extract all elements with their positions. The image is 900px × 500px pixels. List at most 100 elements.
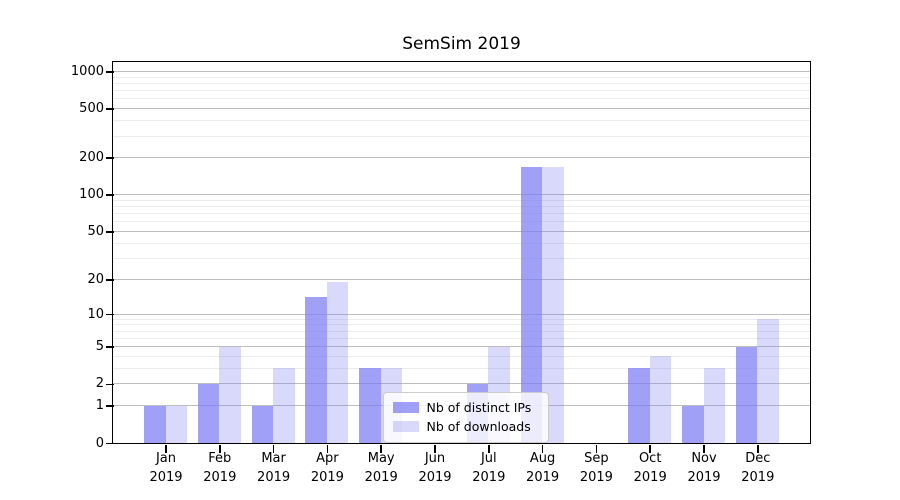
major-gridline — [113, 108, 810, 110]
y-tick-label: 100 — [79, 187, 104, 203]
y-tick-label: 0 — [95, 435, 104, 451]
y-tick-mark — [105, 231, 114, 233]
minor-gridline — [113, 330, 810, 332]
x-tick-label: Dec 2019 — [741, 451, 775, 485]
bar-feb-downloads — [219, 346, 241, 443]
legend-item-downloads: Nb of downloads — [392, 417, 539, 437]
x-tick-label: Nov 2019 — [687, 451, 721, 485]
bar-nov-ips — [682, 405, 704, 443]
minor-gridline — [113, 367, 810, 369]
x-tick-label: Jul 2019 — [472, 451, 506, 485]
minor-gridline — [113, 221, 810, 223]
y-tick-mark — [105, 383, 114, 386]
y-tick-mark — [105, 313, 114, 316]
y-tick-mark — [105, 71, 114, 73]
legend-label-distinct-ips: Nb of distinct IPs — [426, 399, 532, 415]
bar-feb-ips — [197, 383, 220, 443]
x-tick-label: Feb 2019 — [203, 451, 237, 485]
bar-jan-ips — [144, 405, 166, 443]
legend-item-distinct-ips: Nb of distinct IPs — [392, 398, 539, 418]
bar-aug-ips — [520, 166, 543, 443]
minor-gridline — [113, 135, 810, 137]
minor-gridline — [113, 213, 810, 215]
minor-gridline — [113, 206, 810, 208]
minor-gridline — [113, 324, 810, 326]
x-tick-mark — [703, 444, 705, 453]
y-tick-label: 1 — [95, 398, 104, 414]
x-tick-label: Oct 2019 — [633, 451, 667, 485]
x-tick-mark — [649, 444, 652, 453]
bar-dec-downloads — [757, 319, 779, 443]
legend: Nb of distinct IPs Nb of downloads — [382, 391, 549, 443]
minor-gridline — [113, 120, 810, 122]
major-gridline — [113, 157, 810, 159]
x-tick-label: Aug 2019 — [526, 451, 560, 485]
bar-dec-ips — [735, 346, 758, 443]
minor-gridline — [113, 257, 810, 259]
bar-may-ips — [359, 368, 381, 443]
major-gridline — [113, 71, 810, 73]
y-tick-label: 500 — [79, 101, 104, 117]
bar-oct-ips — [628, 368, 650, 443]
bar-nov-downloads — [703, 368, 725, 443]
bar-mar-downloads — [273, 368, 295, 443]
minor-gridline — [113, 90, 810, 92]
x-tick-label: May 2019 — [364, 451, 398, 485]
major-gridline — [113, 313, 810, 315]
x-tick-mark — [218, 444, 221, 453]
y-tick-mark — [105, 346, 114, 349]
x-tick-label: Jan 2019 — [149, 451, 183, 485]
y-tick-label: 1000 — [70, 64, 104, 80]
bar-apr-downloads — [326, 281, 349, 443]
legend-label-downloads: Nb of downloads — [426, 419, 531, 435]
minor-gridline — [113, 318, 810, 320]
major-gridline — [113, 194, 810, 196]
x-tick-label: Sep 2019 — [579, 451, 613, 485]
x-tick-mark — [272, 444, 275, 453]
x-tick-mark — [487, 444, 490, 453]
major-gridline — [113, 383, 810, 385]
bar-jan-downloads — [165, 405, 187, 443]
y-tick-mark — [105, 442, 114, 445]
minor-gridline — [113, 355, 810, 357]
x-tick-mark — [756, 444, 759, 453]
y-tick-label: 200 — [79, 150, 104, 166]
bar-apr-ips — [305, 297, 327, 443]
bar-aug-downloads — [542, 166, 564, 443]
legend-swatch-downloads-icon — [392, 421, 419, 433]
y-tick-label: 2 — [95, 376, 104, 392]
x-tick-label: Apr 2019 — [310, 451, 344, 485]
minor-gridline — [113, 199, 810, 201]
y-tick-mark — [105, 405, 114, 408]
plot-area: Nb of distinct IPs Nb of downloads — [112, 60, 811, 444]
x-tick-mark — [541, 444, 544, 453]
major-gridline — [113, 231, 810, 233]
y-tick-label: 5 — [95, 339, 104, 355]
y-tick-mark — [105, 278, 114, 281]
minor-gridline — [113, 98, 810, 100]
minor-gridline — [113, 83, 810, 85]
y-tick-mark — [105, 157, 114, 160]
major-gridline — [113, 346, 810, 348]
x-tick-mark — [380, 444, 383, 453]
x-tick-label: Jun 2019 — [418, 451, 452, 485]
major-gridline — [113, 278, 810, 280]
x-tick-mark — [326, 444, 329, 453]
chart-title: SemSim 2019 — [402, 34, 521, 54]
minor-gridline — [113, 242, 810, 244]
y-tick-label: 50 — [87, 224, 104, 240]
y-tick-mark — [105, 194, 114, 197]
legend-swatch-distinct-ips-icon — [392, 401, 419, 413]
bar-oct-downloads — [649, 356, 672, 443]
bars-layer — [113, 62, 810, 444]
x-tick-mark — [434, 444, 436, 453]
y-tick-mark — [105, 108, 114, 111]
minor-gridline — [113, 337, 810, 339]
x-tick-mark — [165, 444, 167, 453]
bar-mar-ips — [251, 405, 274, 443]
minor-gridline — [113, 76, 810, 78]
x-tick-mark — [595, 444, 598, 453]
x-tick-label: Mar 2019 — [257, 451, 291, 485]
y-tick-label: 10 — [87, 306, 104, 322]
